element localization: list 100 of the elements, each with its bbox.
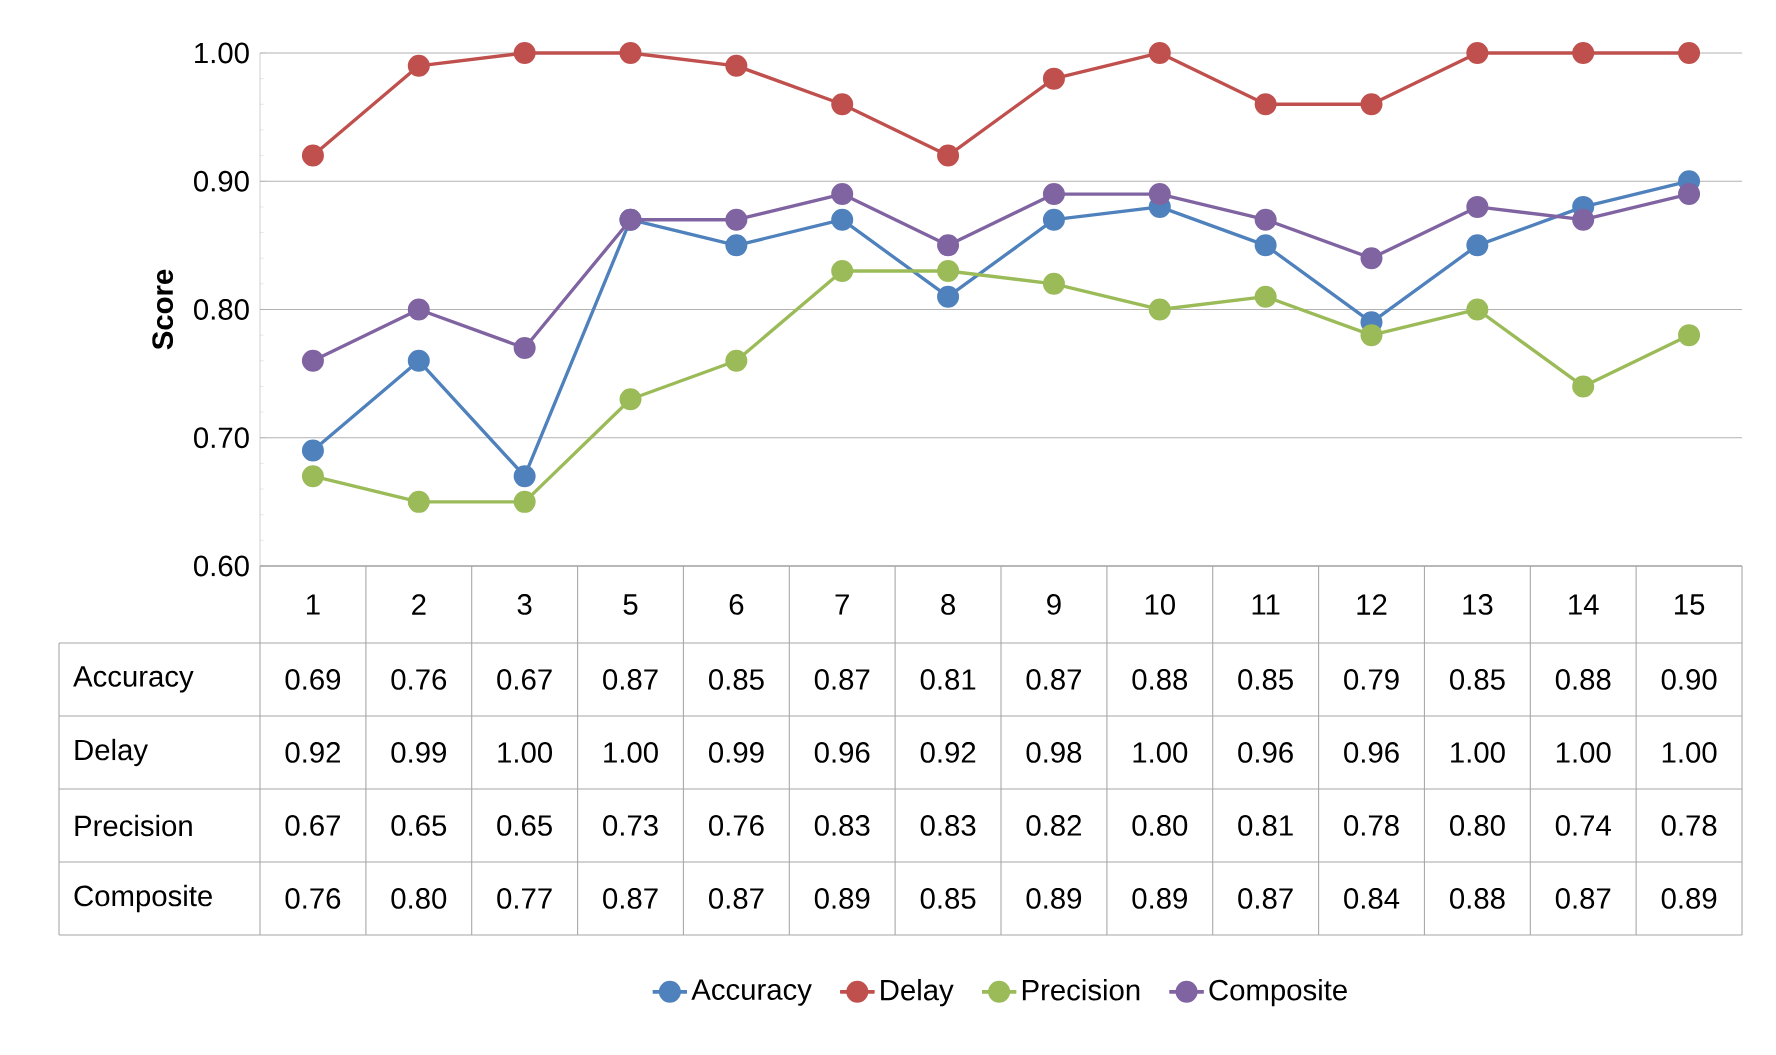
legend-label: Composite — [1209, 978, 1347, 1007]
text: Delay — [75, 738, 148, 767]
x-tick-label: 10 — [1145, 594, 1175, 615]
point — [1254, 285, 1277, 308]
y-tick-label: 1.00 — [195, 42, 249, 64]
point — [937, 234, 960, 257]
data-label: 1.00 — [1133, 742, 1188, 763]
data-label: 0.88 — [1450, 888, 1505, 909]
data-label: 0.96 — [814, 742, 870, 763]
point — [1678, 183, 1701, 206]
point — [1466, 298, 1489, 321]
text: Accuracy — [73, 666, 194, 693]
data-label: 0.87 — [709, 888, 764, 909]
data-label: 0.92 — [920, 742, 976, 763]
data-label: 0.69 — [285, 669, 341, 690]
data-label: 0.85 — [1450, 669, 1505, 690]
y-tick-label: 0.60 — [194, 555, 249, 577]
x-tick-label: 13 — [1463, 594, 1493, 615]
data-label: 0.83 — [814, 815, 870, 836]
data-label: 0.88 — [1555, 669, 1611, 690]
point — [1678, 324, 1701, 347]
x-tick-label: 5 — [623, 594, 638, 615]
legend-label: Delay — [881, 978, 954, 1007]
data-label: 0.96 — [1344, 742, 1399, 763]
data-label: 0.85 — [920, 888, 976, 909]
data-label: 0.81 — [920, 669, 976, 690]
point — [831, 208, 854, 231]
data-label: 0.84 — [1344, 888, 1400, 909]
point — [513, 336, 536, 359]
point — [1466, 234, 1489, 257]
point — [407, 54, 430, 77]
point — [1572, 375, 1595, 398]
data-label: 0.81 — [1238, 815, 1293, 836]
data-label: 0.79 — [1344, 669, 1399, 690]
point — [1042, 272, 1065, 295]
point — [513, 465, 536, 488]
point — [301, 144, 324, 167]
point — [301, 465, 324, 488]
point — [1148, 41, 1171, 64]
data-label: 1.00 — [498, 742, 552, 763]
data-label: 0.89 — [1132, 888, 1187, 909]
data-label: 0.87 — [1238, 888, 1293, 909]
point — [1148, 298, 1171, 321]
y-tick-label: 0.90 — [194, 170, 249, 192]
x-tick-label: 6 — [729, 594, 744, 615]
point — [301, 349, 324, 372]
data-label: 0.82 — [1026, 815, 1081, 836]
text: Composite — [74, 884, 212, 913]
data-label: 0.87 — [1026, 669, 1081, 690]
point — [831, 93, 854, 116]
data-label: 0.85 — [709, 669, 764, 690]
data-label: 0.99 — [709, 742, 764, 763]
data-label: 0.92 — [285, 742, 340, 763]
point — [831, 183, 854, 206]
legend-label: Accuracy — [691, 979, 812, 1006]
data-label: 0.76 — [391, 669, 447, 690]
point — [1148, 183, 1171, 206]
point — [407, 298, 430, 321]
data-label: 0.87 — [1555, 888, 1611, 909]
data-label: 0.77 — [497, 888, 552, 909]
point — [725, 208, 748, 231]
x-tick-label: 7 — [835, 594, 849, 615]
point — [513, 490, 536, 513]
data-label: 0.98 — [1026, 742, 1082, 763]
point — [1360, 247, 1383, 270]
point — [725, 234, 748, 257]
point — [619, 388, 642, 411]
point — [937, 285, 960, 308]
data-label: 1.00 — [604, 742, 658, 763]
point — [1360, 93, 1383, 116]
data-label: 0.67 — [285, 815, 340, 836]
x-tick-label: 15 — [1675, 594, 1705, 615]
data-label: 0.78 — [1344, 815, 1399, 836]
data-label: 0.99 — [391, 742, 446, 763]
point — [1466, 41, 1489, 64]
point — [1254, 208, 1277, 231]
x-tick-label: 11 — [1252, 594, 1280, 615]
data-label: 1.00 — [1451, 742, 1505, 763]
data-label: 0.87 — [814, 669, 870, 690]
data-label: 1.00 — [1662, 742, 1717, 763]
data-label: 0.65 — [391, 815, 447, 836]
point — [1360, 324, 1383, 347]
text: Precision — [75, 814, 192, 837]
data-label: 0.89 — [814, 888, 870, 909]
point — [1042, 208, 1065, 231]
y-tick-label: 0.70 — [194, 427, 249, 449]
x-tick-label: 2 — [412, 594, 426, 615]
point — [407, 490, 430, 513]
data-label: 0.67 — [497, 669, 552, 690]
point — [1042, 183, 1065, 206]
x-tick-label: 1 — [306, 594, 320, 615]
data-label: 0.65 — [497, 815, 552, 836]
point — [937, 260, 960, 283]
point — [407, 349, 430, 372]
data-label: 0.90 — [1661, 669, 1717, 690]
data-label: 0.80 — [1450, 815, 1505, 836]
y-axis-title: Score — [152, 269, 174, 350]
point — [1254, 234, 1277, 257]
data-label: 0.89 — [1661, 888, 1717, 909]
data-label: 0.96 — [1238, 742, 1293, 763]
